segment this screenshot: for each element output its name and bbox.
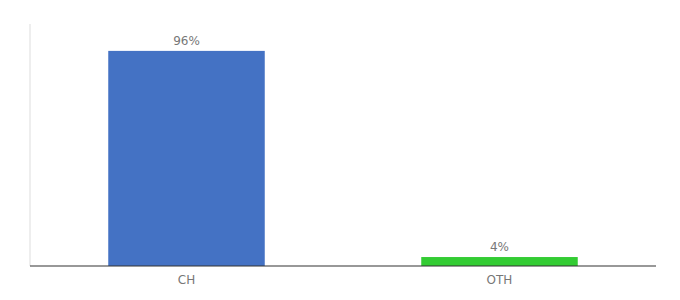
bars xyxy=(108,51,578,266)
data-label: 96% xyxy=(173,34,200,48)
chart-container: 96% 4% CH OTH xyxy=(0,0,680,300)
data-label: 4% xyxy=(490,240,509,254)
x-tick-label: CH xyxy=(178,273,195,287)
chart-svg: 96% 4% CH OTH xyxy=(0,0,680,300)
x-tick-label: OTH xyxy=(487,273,513,287)
page: {"chart_data": {"type": "bar", "categori… xyxy=(0,0,680,300)
y-range-line xyxy=(30,24,31,266)
x-axis xyxy=(30,265,656,266)
bar xyxy=(108,51,265,266)
bar xyxy=(421,257,578,266)
